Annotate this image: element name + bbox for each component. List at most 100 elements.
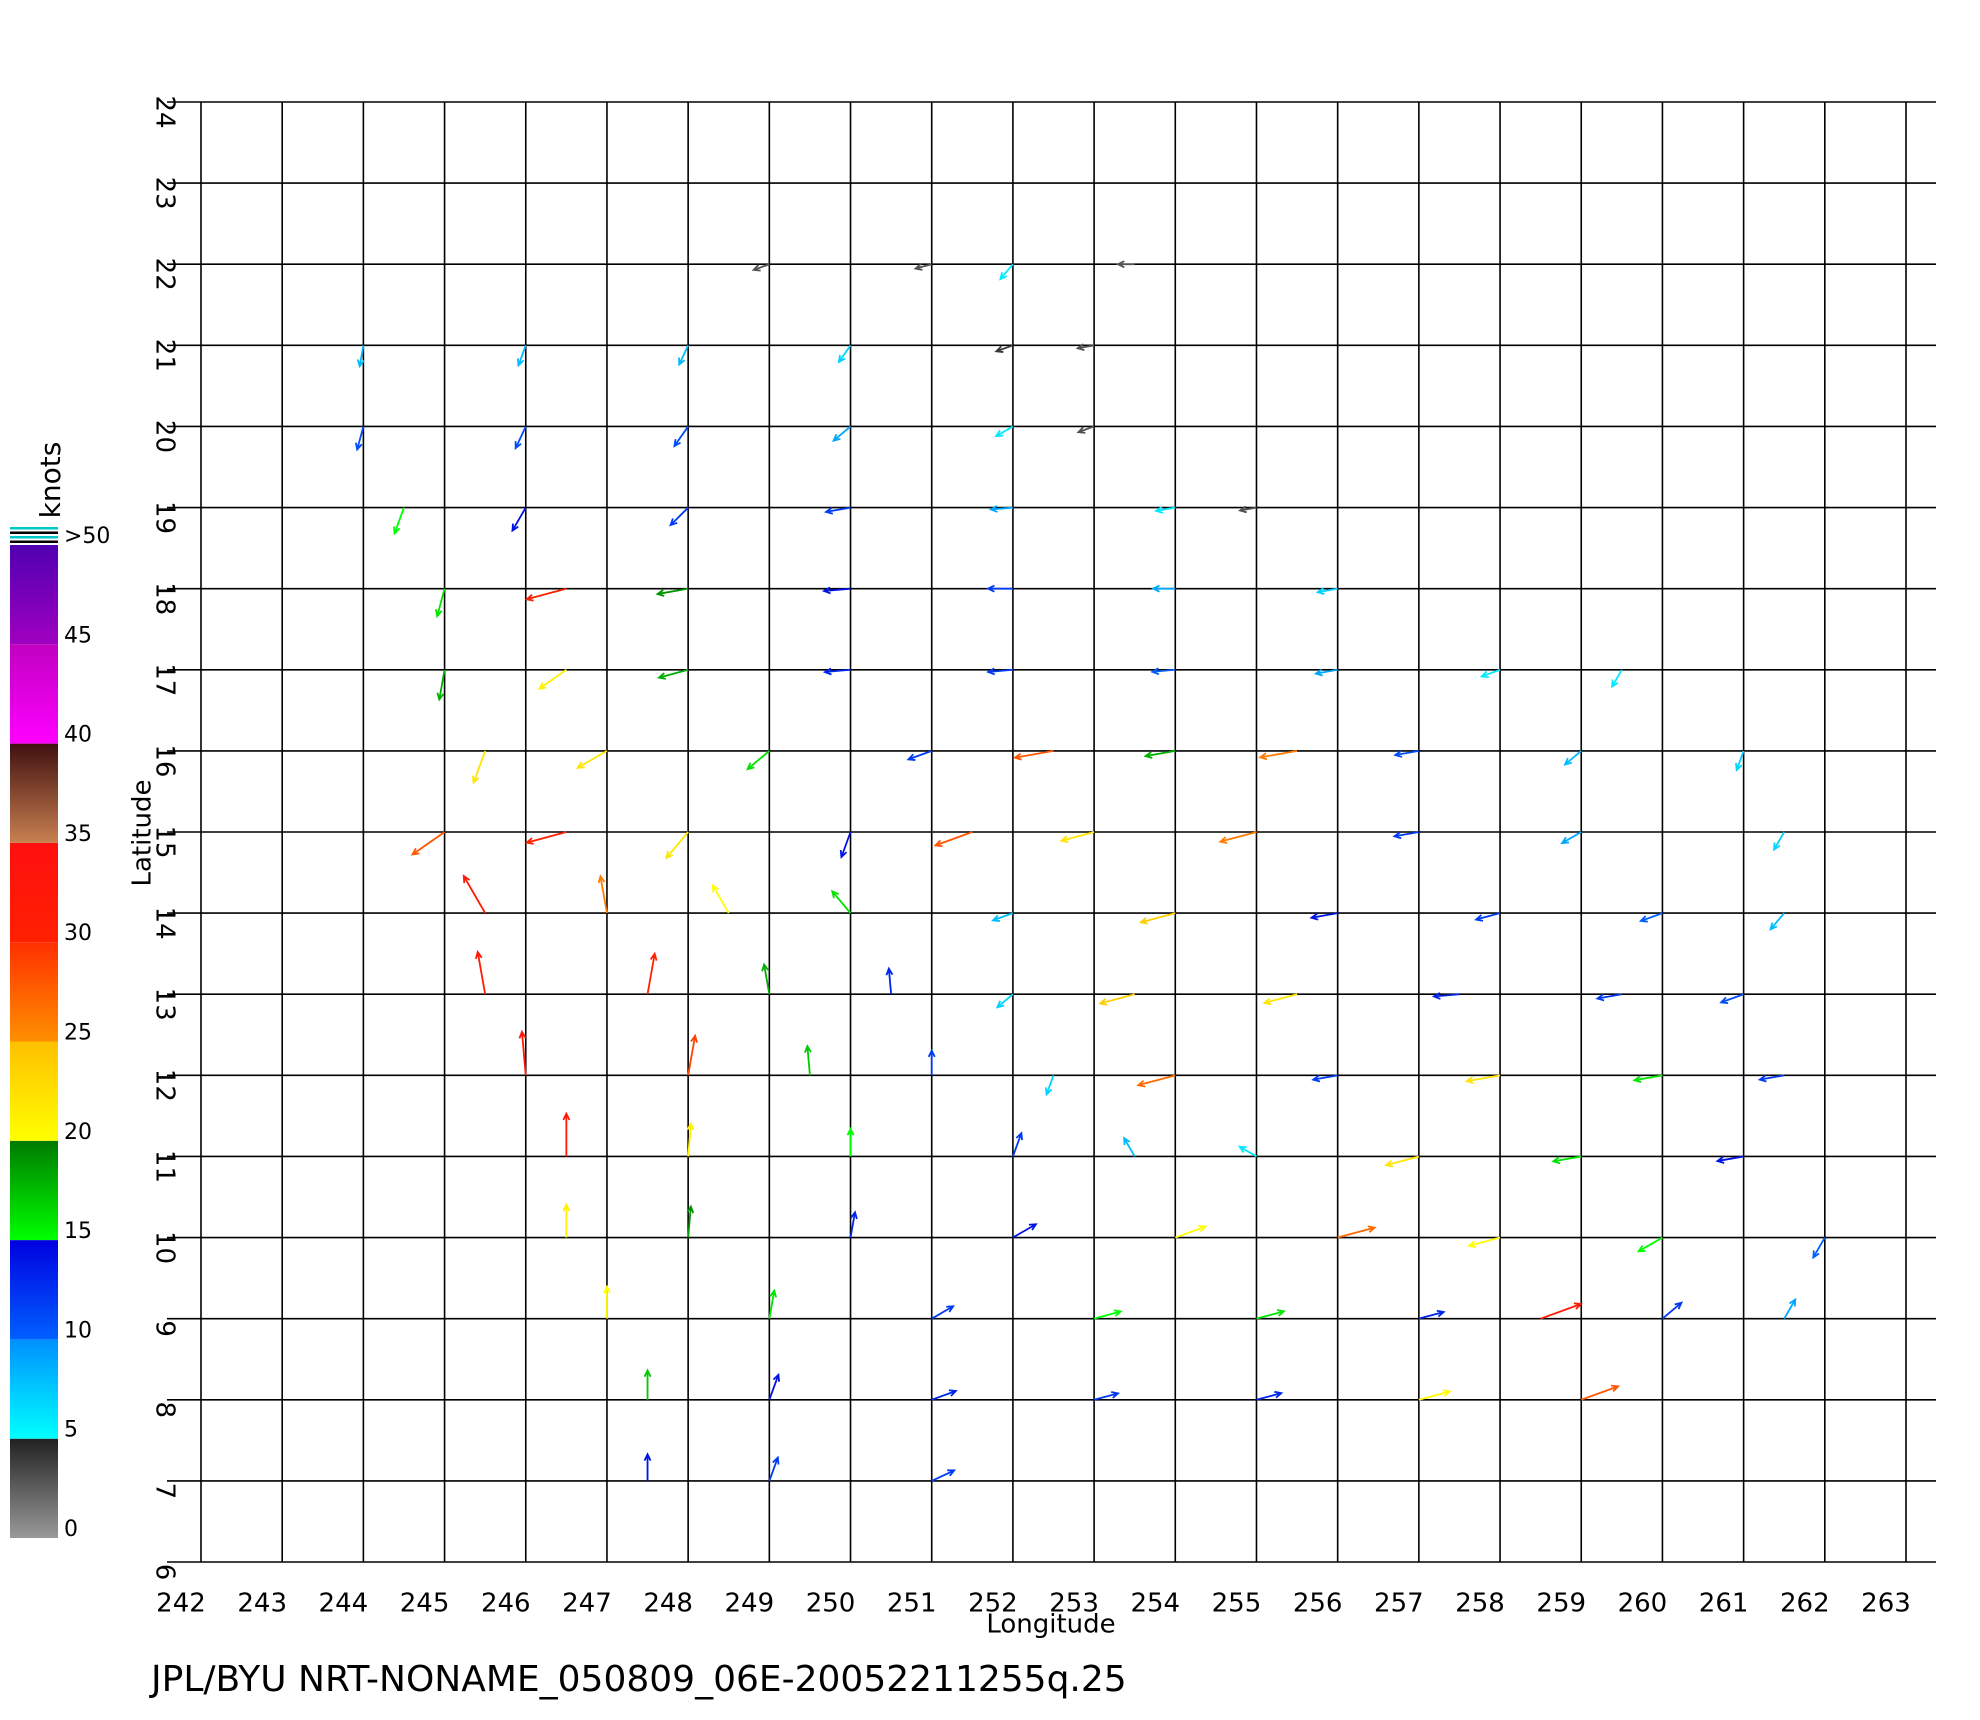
colorbar-over [10, 527, 58, 530]
wind-vector [643, 1368, 652, 1400]
wind-vector [994, 425, 1014, 438]
wind-vector [1115, 260, 1135, 269]
wind-vector [1384, 1155, 1420, 1168]
wind-vector [1560, 831, 1582, 845]
wind-vector [1256, 1309, 1286, 1320]
colorbar-tick-label: 45 [64, 623, 92, 648]
wind-vector [562, 1202, 571, 1238]
wind-vector [761, 962, 771, 995]
wind-vector [514, 426, 527, 450]
wind-vector [824, 506, 851, 515]
wind-vector [1151, 584, 1176, 593]
wind-vector [931, 1389, 958, 1401]
wind-vector [1812, 1237, 1826, 1260]
colorbar-tick-label: 25 [64, 1021, 92, 1046]
wind-vector [821, 586, 851, 595]
wind-vector [687, 1033, 698, 1076]
colorbar-segment [10, 842, 58, 943]
wind-vector [1138, 912, 1176, 925]
x-tick-label: 245 [400, 1589, 450, 1619]
colorbar-label: knots [34, 442, 67, 519]
y-tick-label: 12 [150, 1069, 180, 1102]
wind-vector [669, 506, 689, 527]
wind-vector [1258, 750, 1298, 761]
wind-vector [1309, 912, 1338, 921]
wind-vector [1044, 1075, 1055, 1097]
wind-vector [686, 1121, 695, 1157]
colorbar-tick-label: 15 [64, 1219, 92, 1244]
wind-vector [1075, 343, 1095, 352]
x-tick-label: 257 [1374, 1589, 1424, 1619]
wind-vector [524, 831, 567, 845]
wind-vector [1315, 587, 1338, 595]
wind-vector [1715, 1155, 1744, 1164]
wind-vector [1632, 1074, 1663, 1084]
y-tick-label: 13 [150, 988, 180, 1021]
colorbar-segment [10, 743, 58, 843]
x-tick-label: 248 [643, 1589, 693, 1619]
wind-vector [1418, 1309, 1446, 1320]
x-tick-label: 253 [1049, 1589, 1099, 1619]
footer: JPL/BYU NRT-NONAME_050809_06E-2005221125… [149, 1659, 1127, 1700]
colorbar-tick-label: 5 [64, 1418, 78, 1443]
wind-vector [846, 1126, 855, 1157]
wind-vector [1783, 1297, 1797, 1320]
wind-vector [1143, 750, 1176, 759]
wind-vector [931, 1305, 955, 1320]
wind-vector [516, 345, 527, 368]
wind-vector [435, 588, 446, 619]
wind-vector [474, 950, 487, 995]
wind-vector [603, 1284, 611, 1319]
wind-vector [745, 750, 770, 771]
wind-vector [1595, 993, 1622, 1002]
colorbar-segment [10, 1240, 58, 1340]
colorbar-tick-label: 10 [64, 1318, 92, 1343]
wind-vector [673, 425, 689, 448]
y-tick-label: 22 [150, 258, 180, 291]
wind-vector [1719, 993, 1744, 1004]
wind-vector [927, 1048, 936, 1076]
wind-vector [1735, 750, 1745, 772]
y-tick-label: 23 [150, 177, 180, 210]
y-tick-label: 15 [150, 825, 180, 858]
x-tick-label: 263 [1861, 1589, 1911, 1619]
wind-vector [885, 966, 894, 995]
y-axis-label: Latitude [128, 779, 158, 886]
wind-vector [1313, 668, 1338, 677]
wind-vector [1123, 1136, 1136, 1157]
wind-vector [643, 1452, 652, 1481]
wind-vector [1479, 668, 1501, 679]
x-tick-label: 244 [319, 1589, 369, 1619]
wind-vector [1474, 912, 1501, 922]
wind-vector [1464, 1074, 1501, 1084]
x-tick-label: 255 [1212, 1589, 1262, 1619]
y-tick-label: 14 [150, 907, 180, 940]
wind-vector [1769, 912, 1785, 931]
colorbar-tick-label: >50 [64, 524, 110, 549]
wind-vector [436, 669, 446, 702]
colorbar-segment [10, 942, 58, 1042]
wind-vector [839, 831, 852, 859]
x-tick-label: 252 [968, 1589, 1018, 1619]
y-tick-label: 6 [150, 1564, 180, 1581]
wind-vector [1580, 1384, 1621, 1401]
wind-vector [665, 831, 689, 860]
colorbar-over [10, 531, 58, 534]
y-tick-label: 16 [150, 744, 180, 777]
wind-vector [906, 750, 933, 761]
colorbar-tick-label: 20 [64, 1120, 92, 1145]
wind-vector [1467, 1236, 1501, 1249]
wind-vector [1337, 1225, 1377, 1239]
y-tick-label: 8 [150, 1402, 180, 1419]
wind-vector [1076, 425, 1095, 434]
y-tick-label: 9 [150, 1320, 180, 1337]
colorbar-segment [10, 545, 58, 645]
x-tick-label: 242 [156, 1589, 206, 1619]
wind-vector [1262, 993, 1298, 1006]
wind-vector [356, 345, 365, 369]
wind-vector [1563, 750, 1582, 766]
x-tick-label: 254 [1130, 1589, 1180, 1619]
wind-vector [1093, 1391, 1121, 1401]
wind-vector [1237, 505, 1257, 514]
y-tick-label: 10 [150, 1231, 180, 1264]
